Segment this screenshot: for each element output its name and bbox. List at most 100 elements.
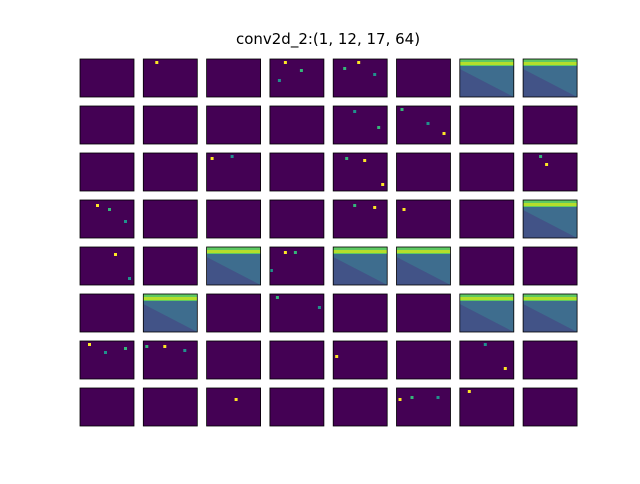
feature-map-pixel [275, 296, 279, 299]
feature-map [79, 105, 135, 145]
panel-frame [459, 340, 515, 380]
feature-map [269, 105, 325, 145]
feature-map [522, 246, 578, 286]
panel-frame [206, 387, 262, 427]
feature-map-pixel [163, 345, 167, 348]
feature-map-band [523, 203, 578, 206]
feature-map-pixel [124, 220, 127, 223]
feature-map [396, 340, 451, 380]
feature-map-base [396, 153, 451, 191]
feature-map [142, 387, 198, 427]
feature-map [522, 58, 578, 98]
feature-map [332, 58, 388, 98]
feature-map-base [143, 200, 198, 238]
panel-frame [79, 246, 135, 286]
feature-map-shade [459, 304, 514, 332]
feature-map-pixel [353, 204, 357, 207]
feature-map [206, 293, 262, 333]
feature-map [206, 246, 262, 286]
panel-frame [142, 293, 198, 333]
panel-frame [459, 105, 515, 145]
feature-map-pixel [343, 67, 347, 70]
panel-frame [269, 387, 325, 427]
feature-map-shade [459, 69, 514, 97]
feature-map [269, 387, 325, 427]
feature-map-base [333, 200, 388, 238]
feature-map [79, 340, 135, 380]
feature-map-base [396, 341, 451, 379]
panel-frame [206, 199, 262, 239]
feature-map-base [523, 106, 578, 144]
feature-map-pixel [377, 126, 381, 129]
feature-map-base [143, 106, 198, 144]
feature-map-band [523, 297, 578, 300]
panel-frame [206, 58, 262, 98]
feature-map-base [459, 106, 514, 144]
feature-map-base [523, 388, 578, 426]
feature-map [142, 105, 198, 145]
feature-map-band [396, 250, 451, 253]
feature-map-pixel [277, 79, 281, 82]
feature-map [522, 387, 578, 427]
feature-map-base [333, 153, 388, 191]
panel-frame [396, 152, 451, 192]
panel-frame [142, 58, 198, 98]
panel-frame [206, 293, 262, 333]
feature-map-base [459, 153, 514, 191]
feature-map-base [206, 388, 261, 426]
feature-map [269, 340, 325, 380]
panel-frame [332, 58, 388, 98]
feature-map-pixel [467, 390, 471, 393]
panel-frame [396, 246, 451, 286]
panel-frame [206, 152, 262, 192]
feature-map-pixel [96, 204, 99, 207]
feature-map [396, 246, 451, 286]
feature-map-pixel [398, 398, 402, 401]
feature-map [269, 246, 325, 286]
feature-map [79, 387, 135, 427]
panel-frame [522, 105, 578, 145]
panel-frame [396, 387, 451, 427]
panel-frame [459, 293, 515, 333]
feature-map-base [269, 59, 324, 97]
feature-map [459, 340, 515, 380]
feature-map [522, 199, 578, 239]
feature-map-base [80, 341, 134, 379]
feature-map-base [269, 153, 324, 191]
feature-map-band [459, 297, 514, 300]
feature-map-shade [206, 257, 261, 285]
feature-map-pixel [357, 61, 361, 64]
feature-map [269, 293, 325, 333]
panel-frame [332, 152, 388, 192]
feature-map-pixel [353, 110, 357, 113]
panel-frame [79, 58, 135, 98]
feature-map-pixel [539, 155, 543, 158]
feature-map-base [143, 388, 198, 426]
feature-map-pixel [283, 251, 287, 254]
feature-map [459, 58, 515, 98]
panel-frame [206, 105, 262, 145]
feature-map-base [333, 388, 388, 426]
feature-map-base [206, 341, 261, 379]
feature-map-pixel [373, 73, 377, 76]
feature-map-base [143, 247, 198, 285]
feature-map [142, 58, 198, 98]
feature-map [79, 293, 135, 333]
panel-frame [332, 199, 388, 239]
feature-map [332, 246, 388, 286]
feature-map [332, 387, 388, 427]
feature-map [332, 293, 388, 333]
feature-map-band [143, 297, 198, 300]
feature-map-pixel [503, 367, 507, 370]
feature-map-base [459, 247, 514, 285]
feature-map-pixel [381, 183, 385, 186]
panel-frame [522, 293, 578, 333]
feature-map-pixel [400, 108, 404, 111]
feature-map-shade [143, 304, 198, 332]
feature-map-base [80, 200, 134, 238]
feature-map [459, 293, 515, 333]
panel-frame [396, 340, 451, 380]
feature-map-base [269, 294, 324, 332]
feature-map-pixel [373, 206, 377, 209]
